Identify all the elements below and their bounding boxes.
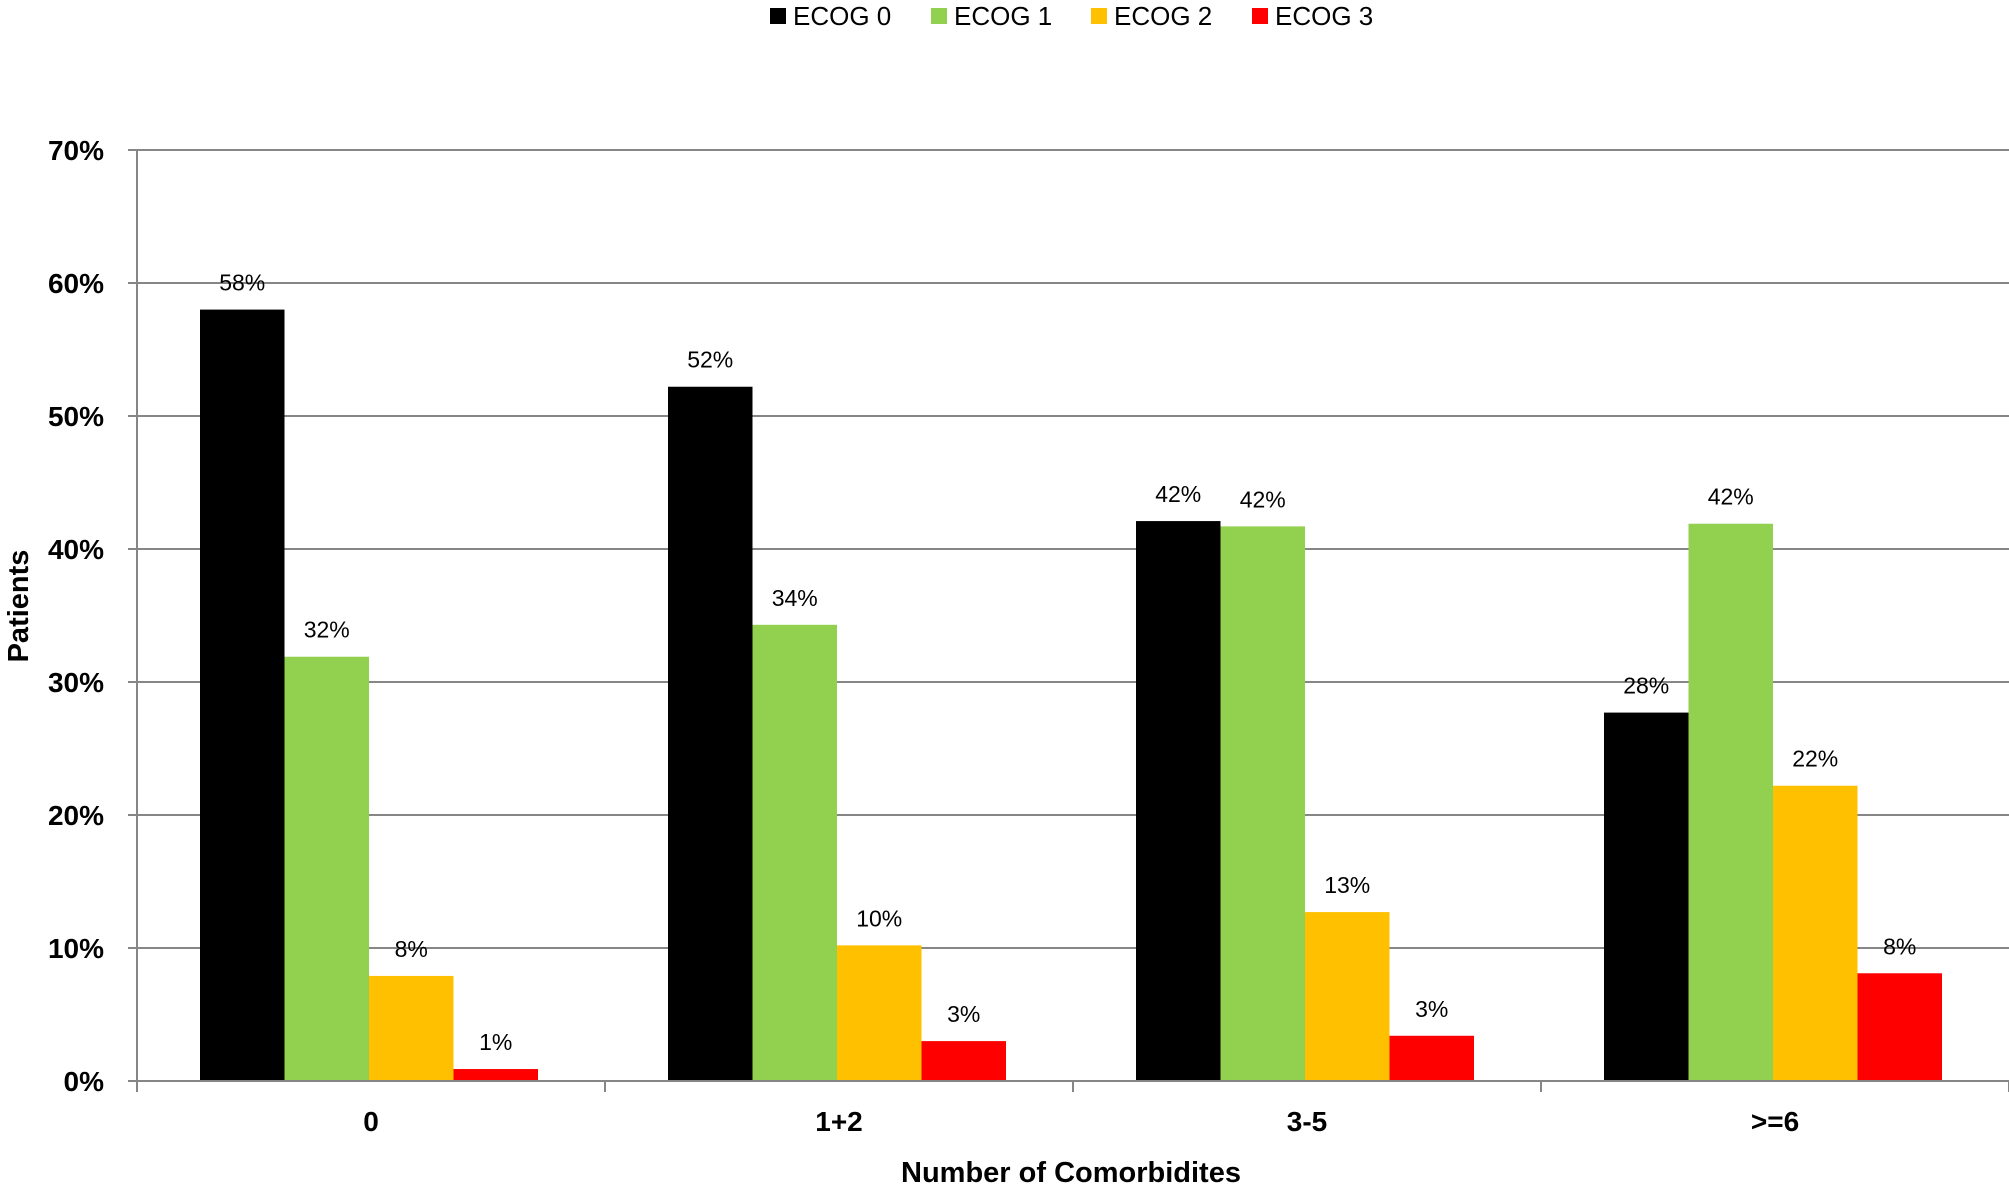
y-axis-title: Patients <box>3 550 35 663</box>
x-axis-tick-labels: 0 1+2 3-5 >=6 <box>363 1106 1799 1137</box>
x-tick-label: >=6 <box>1751 1106 1799 1137</box>
bar-ecog-3-0 <box>453 1069 538 1081</box>
y-tick-label: 40% <box>48 534 104 565</box>
data-label: 32% <box>304 617 350 643</box>
legend-label: ECOG 3 <box>1275 1 1373 31</box>
bar-ecog-1-3-5 <box>1220 526 1305 1081</box>
bar-ecog-0-1+2 <box>668 386 753 1081</box>
legend-swatch <box>1091 8 1107 24</box>
data-label: 58% <box>219 270 265 296</box>
legend-label: ECOG 0 <box>793 1 891 31</box>
y-tick-label: 10% <box>48 933 104 964</box>
x-tick-label: 3-5 <box>1287 1106 1327 1137</box>
y-tick-label: 60% <box>48 268 104 299</box>
data-label: 28% <box>1623 673 1669 699</box>
bar-ecog-0->=6 <box>1604 712 1689 1081</box>
bar-ecog-1-1+2 <box>752 624 837 1081</box>
legend-label: ECOG 2 <box>1114 1 1212 31</box>
y-tick-label: 30% <box>48 667 104 698</box>
data-label: 22% <box>1792 746 1838 772</box>
data-label: 3% <box>947 1001 980 1027</box>
legend-swatch <box>770 8 786 24</box>
legend: ECOG 0 ECOG 1 ECOG 2 ECOG 3 <box>770 1 1373 31</box>
data-label: 8% <box>395 936 428 962</box>
x-tick-label: 1+2 <box>815 1106 863 1137</box>
data-label: 1% <box>479 1029 512 1055</box>
data-label: 13% <box>1324 872 1370 898</box>
bar-ecog-0-0 <box>200 309 285 1082</box>
bar-ecog-3->=6 <box>1857 973 1942 1081</box>
legend-swatch <box>931 8 947 24</box>
legend-swatch <box>1252 8 1268 24</box>
axes <box>128 149 2009 1092</box>
y-tick-label: 70% <box>48 135 104 166</box>
bar-ecog-1-0 <box>284 656 369 1081</box>
y-tick-label: 20% <box>48 800 104 831</box>
bar-ecog-3-3-5 <box>1389 1035 1474 1081</box>
bar-ecog-2-3-5 <box>1305 912 1390 1081</box>
y-tick-label: 0% <box>64 1066 105 1097</box>
x-axis-title: Number of Comorbidites <box>901 1157 1241 1189</box>
data-label: 42% <box>1708 484 1754 510</box>
bar-ecog-1->=6 <box>1688 523 1773 1081</box>
data-label: 3% <box>1415 996 1448 1022</box>
data-label: 10% <box>856 905 902 931</box>
data-label: 8% <box>1883 933 1916 959</box>
bar-ecog-2-1+2 <box>837 945 922 1081</box>
x-tick-label: 0 <box>363 1106 379 1137</box>
bar-ecog-0-3-5 <box>1136 521 1221 1081</box>
bar-ecog-2-0 <box>369 975 454 1081</box>
bar-ecog-2->=6 <box>1773 785 1858 1081</box>
data-label: 34% <box>772 585 818 611</box>
data-labels: 58% 32% 8% 1% 52% 34% 10% 3% 42% 42% 13% 3% 28% 42% 22… <box>219 270 1916 1055</box>
data-label: 42% <box>1155 481 1201 507</box>
legend-label: ECOG 1 <box>954 1 1052 31</box>
y-axis-tick-labels: 0% 10% 20% 30% 40% 50% 60% 70% <box>48 135 104 1097</box>
bars <box>200 309 1942 1082</box>
data-label: 42% <box>1240 486 1286 512</box>
data-label: 52% <box>687 347 733 373</box>
bar-ecog-3-1+2 <box>921 1041 1006 1081</box>
y-tick-label: 50% <box>48 401 104 432</box>
